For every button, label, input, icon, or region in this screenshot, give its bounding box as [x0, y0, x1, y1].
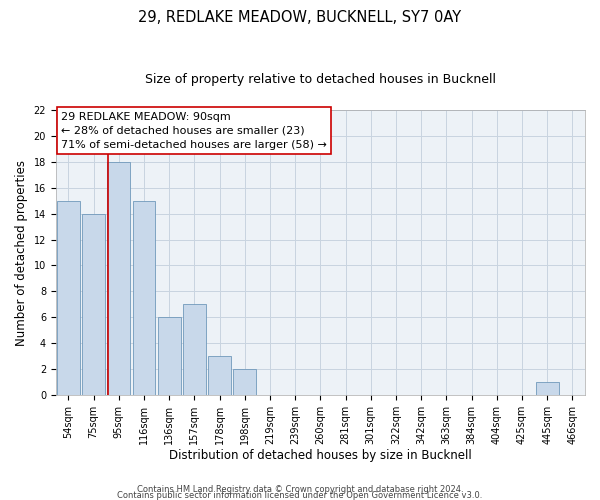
- Text: Contains HM Land Registry data © Crown copyright and database right 2024.: Contains HM Land Registry data © Crown c…: [137, 484, 463, 494]
- Bar: [233, 369, 256, 395]
- Y-axis label: Number of detached properties: Number of detached properties: [15, 160, 28, 346]
- Bar: [158, 317, 181, 395]
- Bar: [107, 162, 130, 395]
- Bar: [208, 356, 231, 395]
- Bar: [57, 201, 80, 395]
- Text: Contains public sector information licensed under the Open Government Licence v3: Contains public sector information licen…: [118, 490, 482, 500]
- Text: 29 REDLAKE MEADOW: 90sqm
← 28% of detached houses are smaller (23)
71% of semi-d: 29 REDLAKE MEADOW: 90sqm ← 28% of detach…: [61, 112, 327, 150]
- Text: 29, REDLAKE MEADOW, BUCKNELL, SY7 0AY: 29, REDLAKE MEADOW, BUCKNELL, SY7 0AY: [139, 10, 461, 25]
- Bar: [183, 304, 206, 395]
- Bar: [82, 214, 105, 395]
- X-axis label: Distribution of detached houses by size in Bucknell: Distribution of detached houses by size …: [169, 450, 472, 462]
- Bar: [133, 201, 155, 395]
- Bar: [536, 382, 559, 395]
- Title: Size of property relative to detached houses in Bucknell: Size of property relative to detached ho…: [145, 72, 496, 86]
